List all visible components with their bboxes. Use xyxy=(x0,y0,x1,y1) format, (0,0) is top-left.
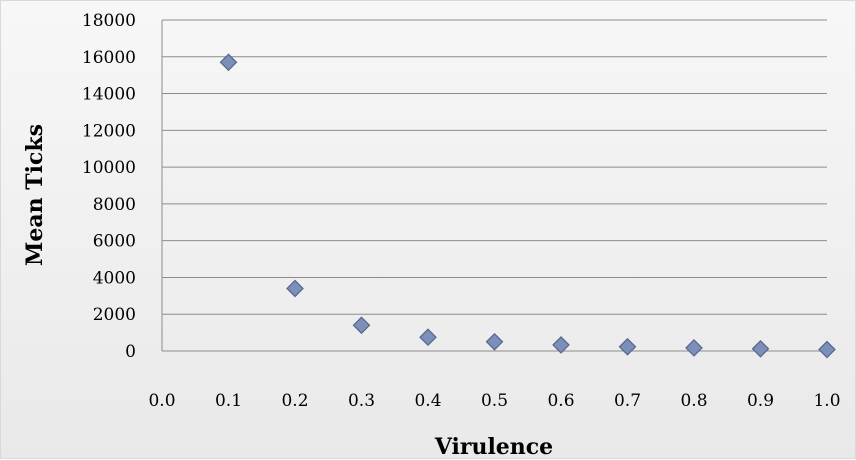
x-tick-label: 0.9 xyxy=(747,391,774,411)
data-point xyxy=(818,340,836,359)
data-point xyxy=(618,337,637,356)
x-tick-label: 0.3 xyxy=(348,391,375,411)
x-tick-label: 0.8 xyxy=(680,391,707,411)
y-axis-ticks: 0 2000 4000 6000 8000 10000 12000 14000 16000 180… xyxy=(82,11,136,362)
y-tick-label: 8000 xyxy=(93,195,136,215)
y-tick-label: 14000 xyxy=(82,85,136,105)
x-tick-label: 1.0 xyxy=(813,391,840,411)
y-tick-label: 12000 xyxy=(82,121,136,141)
data-point xyxy=(219,53,238,72)
x-tick-label: 0.6 xyxy=(547,391,574,411)
y-tick-label: 10000 xyxy=(82,158,136,178)
x-tick-label: 0.4 xyxy=(414,391,441,411)
data-point xyxy=(485,332,504,351)
data-point xyxy=(751,339,770,358)
x-axis-ticks: 0.0 0.1 0.2 0.3 0.4 0.5 0.6 0.7 0.8 0.9 1.0 xyxy=(148,391,840,411)
y-tick-label: 0 xyxy=(125,342,136,362)
data-point xyxy=(419,328,437,347)
y-tick-label: 18000 xyxy=(82,11,136,31)
y-tick-label: 2000 xyxy=(93,305,136,325)
data-points xyxy=(219,53,836,359)
data-point xyxy=(352,316,371,335)
data-point xyxy=(552,336,570,354)
x-tick-label: 0.7 xyxy=(614,391,641,411)
y-axis-title: Mean Ticks xyxy=(22,124,48,266)
data-point xyxy=(286,279,304,298)
gridlines xyxy=(161,19,827,352)
x-tick-label: 0.1 xyxy=(215,391,242,411)
y-tick-label: 16000 xyxy=(82,48,136,68)
x-tick-label: 0.0 xyxy=(148,391,175,411)
y-tick-label: 6000 xyxy=(93,232,136,252)
x-axis-title: Virulence xyxy=(434,434,553,460)
x-tick-label: 0.5 xyxy=(481,391,508,411)
x-tick-label: 0.2 xyxy=(281,391,308,411)
data-point xyxy=(685,339,703,357)
y-tick-label: 4000 xyxy=(93,268,136,288)
